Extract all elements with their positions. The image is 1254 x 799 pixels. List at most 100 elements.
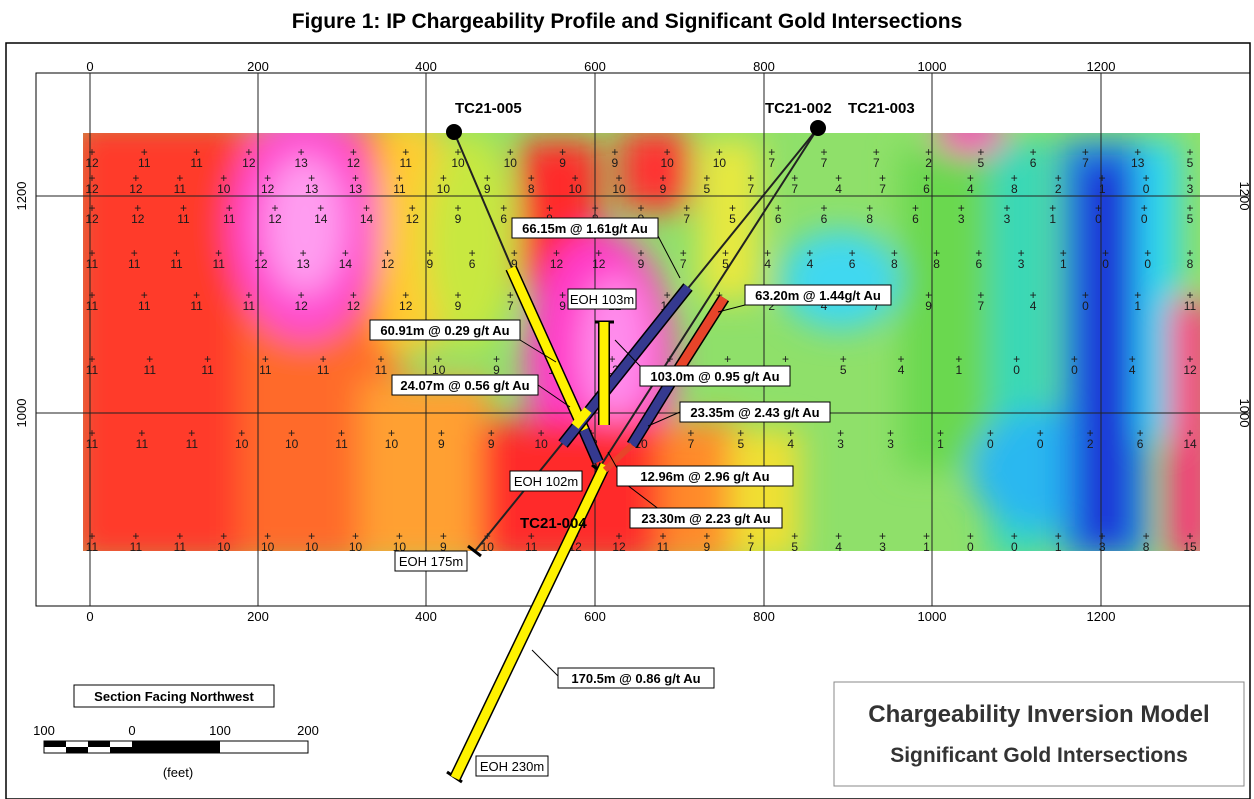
ip-value: 5: [1187, 156, 1194, 170]
station-marker: +: [193, 145, 200, 159]
legend-line-1: Chargeability Inversion Model: [868, 701, 1209, 728]
ip-value: 11: [201, 363, 214, 377]
ip-value: 4: [898, 363, 905, 377]
ip-value: 13: [1131, 156, 1145, 170]
station-marker: +: [238, 426, 245, 440]
station-marker: +: [1134, 145, 1141, 159]
station-marker: +: [257, 246, 264, 260]
station-marker: +: [88, 529, 95, 543]
ip-value: 1: [1055, 540, 1062, 554]
ip-value: 11: [190, 156, 203, 170]
station-marker: +: [553, 246, 560, 260]
station-marker: +: [866, 201, 873, 215]
station-marker: +: [975, 246, 982, 260]
scale-unit: (feet): [163, 765, 193, 780]
ip-value: 11: [525, 540, 538, 554]
ip-value: 11: [243, 299, 256, 313]
ip-value: 11: [223, 212, 236, 226]
ip-value: 1: [923, 540, 930, 554]
x-axis-bottom: 0 200 400 600 800 1000 1200: [86, 609, 1115, 624]
ip-value: 2: [768, 299, 775, 313]
ip-value: 9: [559, 156, 566, 170]
ip-value: 3: [1004, 212, 1011, 226]
station-marker: +: [288, 426, 295, 440]
ip-value: 3: [1099, 540, 1106, 554]
ip-value: 9: [427, 257, 434, 271]
station-marker: +: [722, 246, 729, 260]
station-marker: +: [338, 426, 345, 440]
ip-value: 12: [254, 257, 268, 271]
figure-title: Figure 1: IP Chargeability Profile and S…: [291, 10, 963, 33]
station-marker: +: [791, 171, 798, 185]
eoh-label: EOH 175m: [399, 554, 463, 569]
station-marker: +: [507, 288, 514, 302]
station-marker: +: [879, 171, 886, 185]
station-marker: +: [1055, 171, 1062, 185]
ip-value: 12: [612, 540, 626, 554]
station-marker: +: [775, 201, 782, 215]
ip-value: 0: [967, 540, 974, 554]
station-marker: +: [1129, 352, 1136, 366]
station-marker: +: [806, 246, 813, 260]
station-marker: +: [787, 426, 794, 440]
legend-box: [833, 681, 1245, 787]
station-marker: +: [987, 426, 994, 440]
station-marker: +: [300, 246, 307, 260]
ip-value: 7: [683, 212, 690, 226]
hole-label-tc21-004: TC21-004: [520, 515, 587, 532]
station-marker: +: [132, 171, 139, 185]
eoh-labels: EOH 103m EOH 102m EOH 175m EOH 230m: [394, 288, 637, 777]
station-marker: +: [173, 246, 180, 260]
hole-label-tc21-003: TC21-003: [848, 100, 915, 117]
station-marker: +: [350, 288, 357, 302]
intersection-label: 23.35m @ 2.43 g/t Au: [690, 405, 819, 420]
ip-value: 0: [1071, 363, 1078, 377]
ip-value: 7: [768, 156, 775, 170]
ip-value: 12: [261, 182, 275, 196]
station-marker: +: [923, 171, 930, 185]
station-marker: +: [204, 352, 211, 366]
station-marker: +: [88, 426, 95, 440]
station-marker: +: [88, 352, 95, 366]
station-marker: +: [88, 171, 95, 185]
station-marker: +: [388, 426, 395, 440]
station-marker: +: [141, 145, 148, 159]
ip-value: 1: [1049, 212, 1056, 226]
ip-value: 8: [528, 182, 535, 196]
station-marker: +: [592, 201, 599, 215]
x-tick-label: 0: [86, 59, 93, 74]
y-tick-label: 1000: [14, 399, 29, 428]
station-marker: +: [912, 201, 919, 215]
ip-value: 14: [360, 212, 374, 226]
ip-value: 8: [891, 257, 898, 271]
ip-value: 12: [406, 212, 420, 226]
station-marker: +: [724, 352, 731, 366]
ip-value: 2: [1087, 437, 1094, 451]
station-marker: +: [1011, 171, 1018, 185]
ip-value: 11: [190, 299, 203, 313]
intersection-label: 12.96m @ 2.96 g/t Au: [640, 469, 769, 484]
station-marker: +: [898, 352, 905, 366]
x-tick-label: 1200: [1087, 59, 1116, 74]
ip-value: 12: [85, 212, 99, 226]
station-marker: +: [1003, 201, 1010, 215]
station-marker: +: [262, 352, 269, 366]
ip-value: 7: [1082, 156, 1089, 170]
intersection-label: 66.15m @ 1.61g/t Au: [522, 221, 648, 236]
ip-value: 11: [174, 540, 187, 554]
x-tick-label: 800: [753, 59, 775, 74]
station-marker: +: [538, 426, 545, 440]
station-marker: +: [377, 352, 384, 366]
station-marker: +: [703, 529, 710, 543]
station-marker: +: [245, 288, 252, 302]
x-tick-label: 400: [415, 609, 437, 624]
station-marker: +: [609, 352, 616, 366]
station-marker: +: [933, 246, 940, 260]
ip-value: 8: [1187, 257, 1194, 271]
ip-value: 12: [550, 257, 564, 271]
ip-value: 7: [747, 540, 754, 554]
station-marker: +: [1082, 145, 1089, 159]
station-marker: +: [271, 201, 278, 215]
ip-value: 4: [821, 299, 828, 313]
station-marker: +: [396, 529, 403, 543]
